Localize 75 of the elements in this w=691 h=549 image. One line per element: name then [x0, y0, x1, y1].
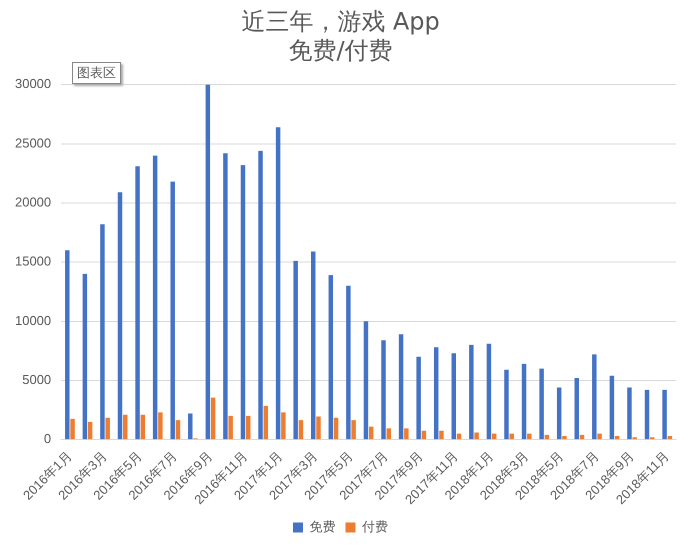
legend-label: 付费 — [361, 519, 388, 534]
bar — [100, 224, 105, 440]
bar — [135, 166, 140, 440]
bar — [276, 127, 280, 440]
bar — [574, 378, 579, 440]
bar — [597, 434, 602, 440]
bar — [522, 364, 526, 440]
y-tick-label: 0 — [44, 431, 52, 446]
y-tick-label: 10000 — [14, 312, 52, 328]
chart-title: 近三年，游戏 App 免费/付费 — [241, 8, 440, 64]
bar — [668, 436, 672, 440]
bar — [580, 434, 584, 440]
bar — [452, 353, 456, 440]
bar — [364, 321, 368, 440]
bar — [386, 428, 392, 440]
bar — [176, 420, 180, 440]
y-tick-label: 20000 — [14, 194, 52, 210]
bar — [492, 434, 496, 440]
bar — [70, 418, 75, 440]
bar — [188, 414, 193, 440]
bar — [614, 436, 620, 440]
y-tick-label: 30000 — [14, 76, 52, 92]
bar — [504, 370, 509, 440]
bar — [439, 430, 444, 440]
bar — [662, 390, 667, 440]
bar — [82, 274, 88, 440]
text: 图表区 — [72, 62, 121, 84]
legend-label: 免费 — [310, 519, 336, 534]
bar — [592, 354, 597, 440]
bar — [210, 398, 216, 440]
bar — [456, 434, 462, 440]
bar — [351, 420, 356, 440]
bar — [293, 260, 298, 440]
bar — [398, 334, 404, 440]
bar — [627, 388, 632, 440]
bar — [140, 414, 146, 440]
bar — [246, 416, 250, 440]
bar — [474, 432, 479, 440]
bar — [334, 418, 338, 440]
bar — [404, 428, 409, 440]
bar — [544, 434, 550, 440]
bar — [206, 84, 210, 440]
bar — [152, 156, 158, 440]
bar — [434, 347, 438, 440]
bar — [158, 412, 163, 440]
y-tick-label: 25000 — [14, 135, 52, 150]
bar — [556, 388, 562, 440]
bar — [368, 426, 374, 440]
bar — [258, 150, 263, 440]
bar — [228, 416, 233, 440]
bar — [486, 344, 492, 440]
bar — [346, 286, 351, 440]
bar — [644, 390, 650, 440]
bar — [539, 368, 544, 440]
bar — [298, 420, 304, 440]
bar — [170, 182, 175, 440]
bar — [610, 376, 614, 440]
bar — [223, 153, 228, 440]
y-tick-label: 15000 — [14, 254, 52, 269]
bar — [328, 275, 334, 440]
bar — [88, 422, 92, 440]
bar — [65, 250, 70, 440]
bar — [469, 344, 474, 440]
bar — [240, 165, 246, 440]
bar — [311, 251, 316, 440]
y-tick-label: 5000 — [22, 372, 52, 388]
bar — [105, 418, 110, 440]
bar — [281, 412, 286, 440]
bar — [510, 434, 514, 440]
bar — [264, 406, 268, 440]
bar — [527, 434, 532, 440]
bar — [562, 436, 567, 440]
bar — [422, 430, 426, 440]
bar — [123, 414, 128, 440]
bar — [416, 356, 421, 440]
